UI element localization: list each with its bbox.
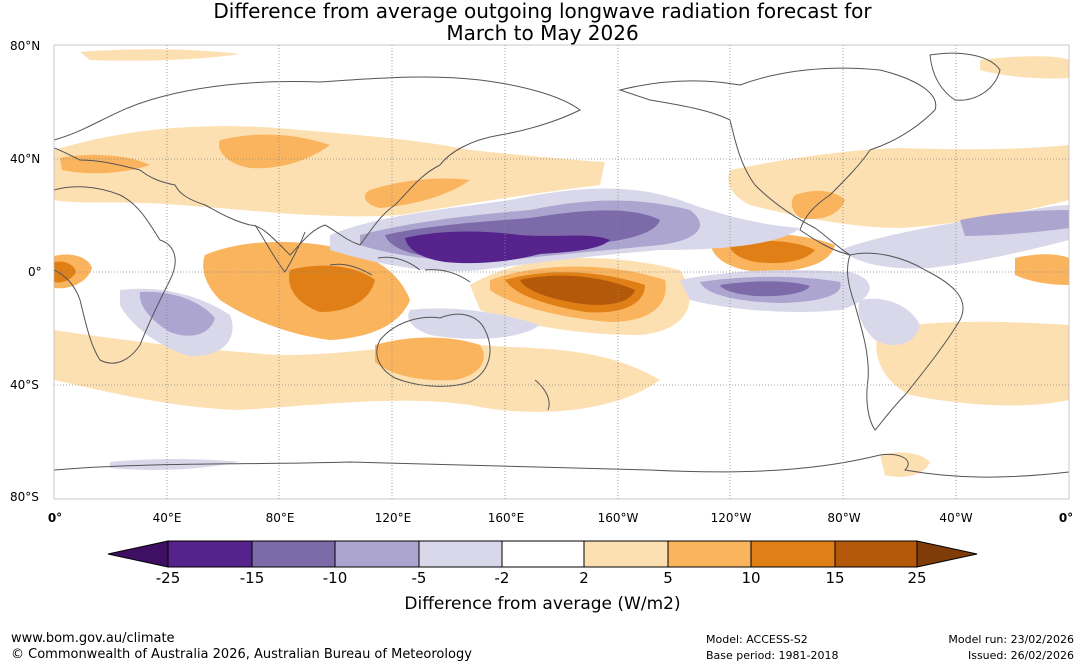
anomaly-region-south-america-neg bbox=[858, 298, 920, 345]
lon-label: 80°E bbox=[265, 511, 295, 525]
anomaly-region-northwest bbox=[60, 154, 150, 174]
coast-greenland bbox=[929, 52, 1001, 101]
lat-label: 80°N bbox=[10, 39, 41, 53]
colorbar-bin bbox=[667, 540, 752, 568]
lon-label: 40°W bbox=[939, 511, 973, 525]
lon-label: 0° bbox=[1058, 511, 1074, 525]
colorbar-bin bbox=[167, 540, 253, 568]
lat-label: 80°S bbox=[10, 490, 39, 504]
coast-australia bbox=[376, 313, 491, 387]
colorbar-bin bbox=[251, 540, 336, 568]
colorbar-tick-label: 5 bbox=[663, 569, 673, 587]
lon-label: 120°W bbox=[710, 511, 752, 525]
anomaly-region-gulf bbox=[791, 190, 845, 220]
footer-issued: Issued: 26/02/2026 bbox=[967, 649, 1074, 662]
colorbar-extend-high bbox=[916, 540, 978, 568]
colorbar-tick-label: -15 bbox=[239, 569, 265, 587]
coast-new-zealand bbox=[534, 379, 550, 411]
anomaly-region-central-pacific-4 bbox=[520, 275, 635, 305]
lon-label: 0° bbox=[47, 511, 63, 525]
footer-base-period: Base period: 1981-2018 bbox=[706, 649, 839, 662]
graticule bbox=[54, 45, 1069, 499]
colorbar-bin bbox=[334, 540, 420, 568]
anomaly-region-east-pacific-neg-3 bbox=[720, 281, 810, 297]
anomaly-region-antarctic-pos bbox=[880, 452, 930, 477]
colorbar-extend-low bbox=[107, 540, 169, 568]
footer-url[interactable]: www.bom.gov.au/climate bbox=[11, 631, 175, 646]
colorbar-bin bbox=[418, 540, 503, 568]
anomaly-region-north-band bbox=[54, 126, 605, 217]
footer-model-run: Model run: 23/02/2026 bbox=[948, 633, 1074, 646]
lat-label: 0° bbox=[28, 265, 42, 279]
anomaly-region-west-pacific-neg-4 bbox=[405, 231, 610, 264]
lat-label: 40°N bbox=[10, 152, 41, 166]
coastlines bbox=[54, 52, 1069, 478]
footer-model: Model: ACCESS-S2 bbox=[706, 633, 808, 646]
colorbar bbox=[107, 540, 978, 568]
map-title-line-2: March to May 2026 bbox=[446, 21, 639, 45]
lon-label: 80°W bbox=[827, 511, 861, 525]
colorbar-tick-label: 10 bbox=[741, 569, 761, 587]
footer-copyright: © Commonwealth of Australia 2026, Austra… bbox=[11, 647, 472, 662]
coast-africa bbox=[54, 186, 176, 364]
colorbar-title: Difference from average (W/m2) bbox=[404, 594, 681, 614]
anomaly-region-asia-mid bbox=[219, 134, 330, 169]
anomaly-region-arctic-2 bbox=[980, 56, 1069, 79]
lon-label: 40°E bbox=[152, 511, 182, 525]
anomaly-region-west-africa-2 bbox=[54, 261, 76, 283]
colorbar-bin bbox=[834, 540, 918, 568]
anomaly-region-arctic-1 bbox=[80, 49, 240, 61]
lon-label: 160°E bbox=[487, 511, 525, 525]
coast-maritime-continent bbox=[329, 256, 471, 283]
anomaly-region-gulf-of-guinea bbox=[1015, 254, 1069, 285]
map-title-line-1: Difference from average outgoing longwav… bbox=[213, 0, 872, 23]
anomaly-region-south-pacific-neg bbox=[408, 308, 540, 339]
anomaly-region-australia bbox=[375, 337, 484, 381]
anomaly-region-atlantic-neg-2 bbox=[960, 210, 1069, 236]
map-frame bbox=[53, 44, 1070, 500]
anomaly-region-asia-mid-2 bbox=[364, 178, 470, 208]
anomaly-region-east-pacific-2 bbox=[730, 240, 815, 264]
colorbar-tick-label: -2 bbox=[494, 569, 510, 587]
coast-south-america bbox=[847, 252, 964, 431]
colorbar-tick-label: -25 bbox=[155, 569, 181, 587]
colorbar-bin bbox=[750, 540, 836, 568]
lat-label: 40°S bbox=[10, 378, 39, 392]
anomaly-field bbox=[54, 45, 1069, 499]
colorbar-tick-label: 15 bbox=[825, 569, 845, 587]
anomaly-region-south-atlantic bbox=[876, 321, 1069, 406]
anomaly-region-maritime-continent bbox=[289, 265, 375, 312]
colorbar-tick-label: -5 bbox=[411, 569, 427, 587]
lon-label: 120°E bbox=[374, 511, 412, 525]
coast-antarctica bbox=[54, 453, 1069, 478]
colorbar-tick-label: 2 bbox=[579, 569, 589, 587]
lon-label: 160°W bbox=[597, 511, 639, 525]
colorbar-tick-label: -10 bbox=[322, 569, 348, 587]
coast-europe-asia bbox=[54, 76, 581, 256]
coast-north-america bbox=[618, 67, 937, 256]
colorbar-bin bbox=[501, 540, 585, 568]
colorbar-tick-label: 25 bbox=[907, 569, 927, 587]
colorbar-bin bbox=[583, 540, 669, 568]
